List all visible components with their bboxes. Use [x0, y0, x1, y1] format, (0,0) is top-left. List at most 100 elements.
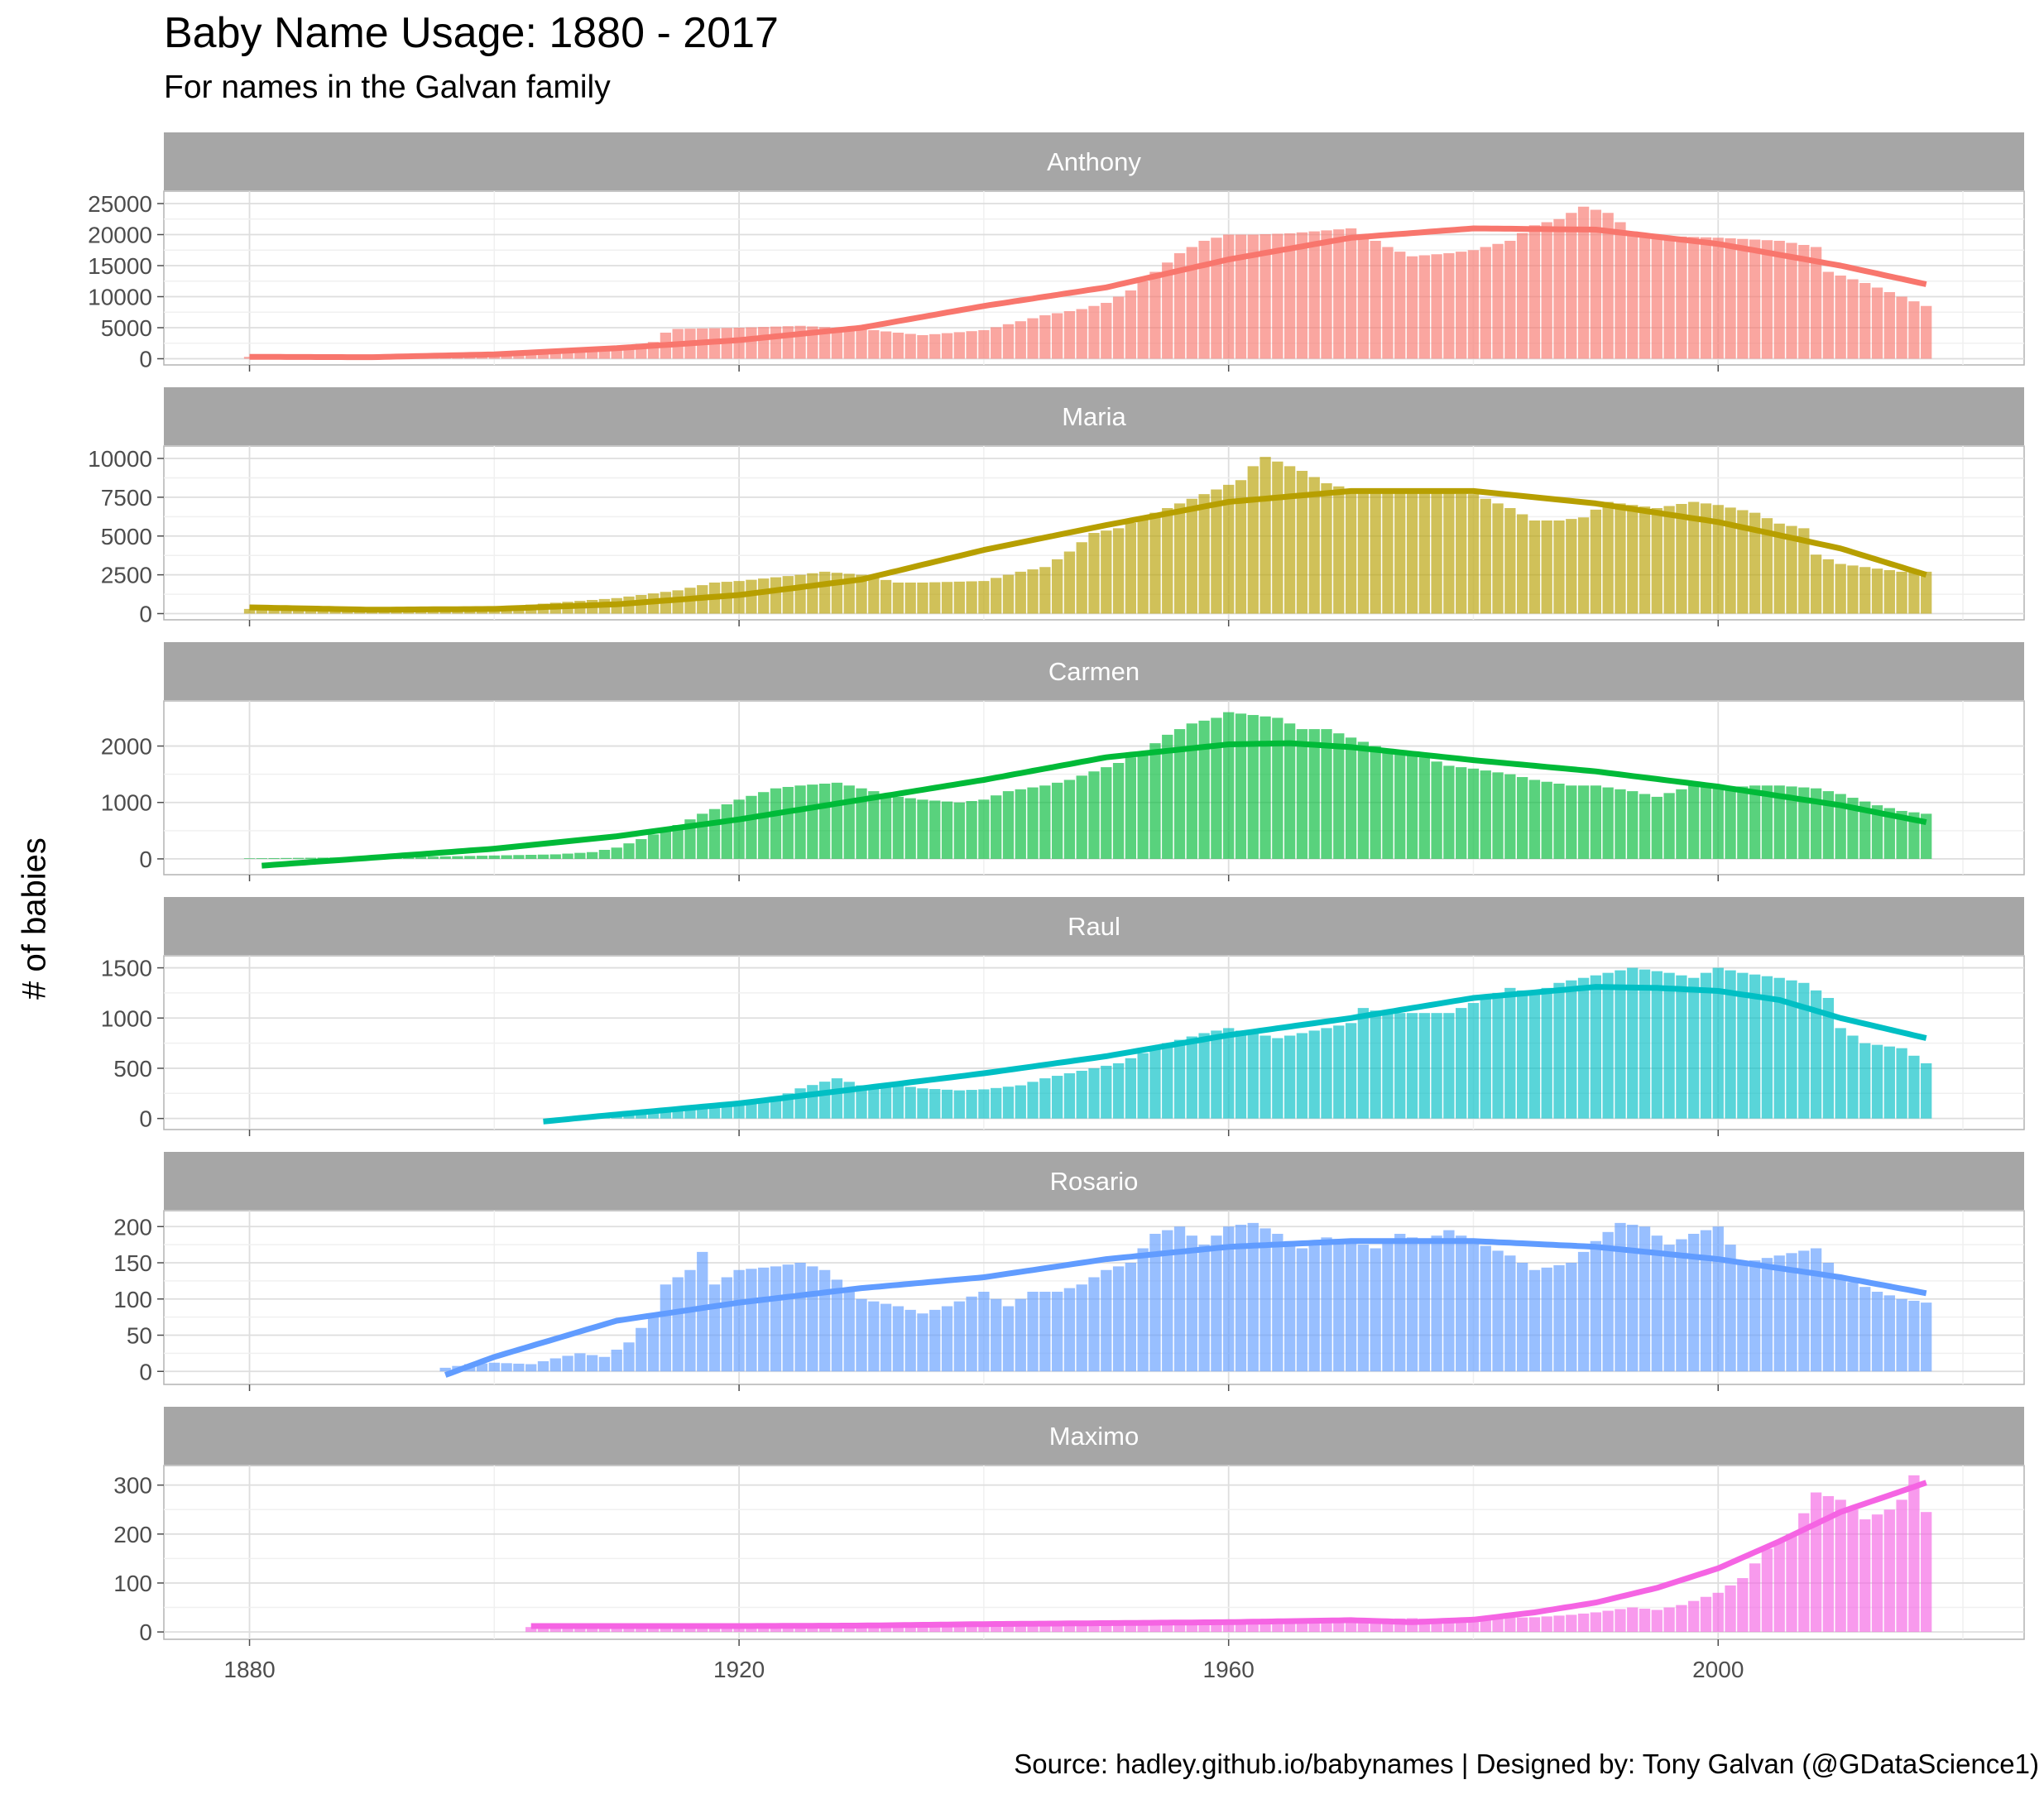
bar-maximo-1993	[1627, 1607, 1639, 1633]
bar-raul-2014	[1883, 1046, 1895, 1119]
bar-maria-1991	[1602, 501, 1614, 614]
bar-carmen-1949	[1088, 771, 1100, 859]
bar-maximo-1926	[807, 1626, 818, 1633]
bar-anthony-2002	[1737, 238, 1749, 359]
bar-anthony-2012	[1859, 283, 1871, 359]
bar-rosario-1930	[856, 1298, 867, 1372]
bar-rosario-1990	[1590, 1240, 1602, 1372]
bar-carmen-1920	[733, 799, 745, 859]
bar-carmen-1989	[1577, 785, 1590, 859]
bar-maximo-2001	[1725, 1585, 1736, 1633]
bar-raul-1955	[1162, 1043, 1173, 1119]
bar-raul-1921	[746, 1101, 757, 1119]
bar-carmen-1894	[415, 856, 427, 859]
bar-maximo-1994	[1639, 1609, 1651, 1633]
bar-anthony-2011	[1847, 279, 1859, 359]
bar-rosario-1902	[513, 1363, 525, 1372]
bar-raul-1968	[1321, 1028, 1332, 1119]
bar-maximo-1956	[1173, 1622, 1186, 1633]
bar-anthony-1923	[770, 326, 782, 359]
bar-rosario-2006	[1786, 1253, 1797, 1372]
bar-maria-1962	[1247, 466, 1259, 614]
bar-carmen-1967	[1308, 729, 1320, 859]
bar-rosario-1910	[611, 1350, 622, 1372]
chart-subtitle: For names in the Galvan family	[164, 70, 611, 105]
bar-raul-1940	[978, 1089, 990, 1119]
bar-anthony-1969	[1333, 229, 1345, 359]
bar-maria-2012	[1859, 567, 1871, 614]
bar-carmen-1932	[880, 794, 892, 859]
bar-maximo-1929	[843, 1626, 855, 1633]
y-tick-label: 10000	[88, 446, 152, 472]
bar-anthony-1981	[1480, 247, 1491, 359]
bar-maria-1960	[1223, 484, 1235, 614]
bar-raul-1959	[1211, 1030, 1222, 1119]
bar-raul-1922	[758, 1100, 770, 1119]
bar-maria-1928	[831, 573, 843, 614]
bar-rosario-1896	[439, 1367, 451, 1372]
bar-maximo-1910	[611, 1627, 622, 1633]
bar-maria-1973	[1382, 491, 1394, 614]
y-tick-label: 0	[139, 1106, 152, 1132]
chart-caption: Source: hadley.github.io/babynames | Des…	[1014, 1749, 2039, 1779]
bar-rosario-1918	[708, 1284, 721, 1372]
bar-anthony-1964	[1272, 233, 1283, 359]
bar-carmen-1911	[623, 843, 635, 859]
bar-maximo-1942	[1002, 1624, 1015, 1633]
bar-maximo-1919	[721, 1626, 732, 1633]
bar-anthony-1903	[525, 353, 537, 359]
bar-anthony-1955	[1162, 262, 1173, 359]
bar-maria-1947	[1063, 551, 1076, 614]
bar-anthony-1982	[1492, 243, 1504, 359]
bar-rosario-1958	[1198, 1245, 1210, 1372]
bar-rosario-1986	[1541, 1267, 1552, 1372]
bar-maria-1941	[991, 578, 1002, 614]
bar-carmen-1898	[464, 856, 476, 859]
bar-maria-1883	[281, 608, 292, 614]
bar-rosario-1967	[1308, 1242, 1320, 1372]
bar-carmen-1927	[818, 784, 831, 859]
bar-maria-1935	[917, 583, 928, 614]
bar-anthony-1941	[991, 327, 1002, 359]
bar-raul-1983	[1504, 987, 1516, 1119]
bar-anthony-1943	[1015, 321, 1026, 359]
bar-maximo-2006	[1786, 1533, 1797, 1633]
bar-maria-1939	[966, 581, 977, 614]
bar-anthony-1967	[1308, 231, 1320, 359]
bar-raul-1992	[1615, 970, 1626, 1119]
bar-rosario-1944	[1027, 1292, 1039, 1372]
bar-anthony-2003	[1749, 239, 1761, 359]
bar-maria-1997	[1676, 504, 1687, 614]
bar-carmen-1971	[1357, 741, 1370, 859]
bar-maximo-2011	[1847, 1509, 1859, 1633]
bar-maria-1946	[1051, 559, 1063, 614]
bar-carmen-1942	[1002, 791, 1015, 859]
bar-maria-2006	[1786, 525, 1797, 614]
bar-raul-2010	[1835, 1028, 1846, 1119]
y-tick-label: 2000	[101, 734, 152, 760]
strip-anthony	[164, 132, 2024, 190]
bar-rosario-2004	[1761, 1258, 1773, 1372]
bar-maximo-2014	[1883, 1509, 1895, 1633]
bar-maximo-1931	[868, 1625, 880, 1633]
bar-rosario-1900	[488, 1362, 500, 1372]
bar-anthony-1973	[1382, 247, 1394, 359]
bar-raul-2015	[1896, 1048, 1907, 1119]
bar-rosario-1962	[1247, 1222, 1259, 1372]
bar-anthony-1952	[1125, 290, 1137, 359]
bar-carmen-1965	[1283, 723, 1296, 859]
bar-maria-1974	[1394, 492, 1406, 614]
bar-anthony-1933	[892, 333, 904, 359]
bar-raul-1912	[636, 1112, 647, 1119]
bar-maria-1951	[1112, 528, 1125, 614]
bar-carmen-1906	[562, 853, 573, 859]
bar-maria-1922	[758, 578, 770, 614]
bar-maximo-1998	[1688, 1600, 1700, 1633]
bar-raul-1982	[1492, 992, 1504, 1119]
bar-rosario-1933	[892, 1306, 904, 1372]
bar-rosario-2008	[1810, 1248, 1822, 1372]
bar-raul-1998	[1688, 977, 1700, 1119]
bar-rosario-2007	[1798, 1250, 1810, 1372]
bar-rosario-1899	[476, 1363, 488, 1372]
bar-maximo-1945	[1039, 1624, 1051, 1633]
